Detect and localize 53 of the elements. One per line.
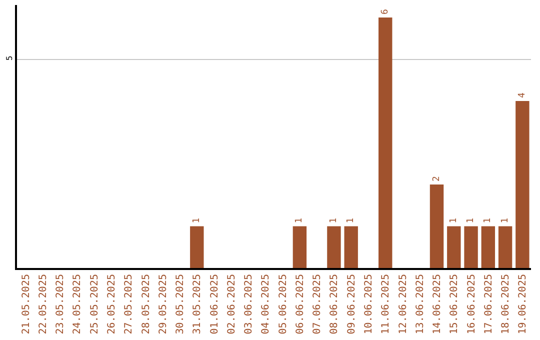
x-tick-label: 29.05.2025 — [158, 274, 169, 334]
x-tick-label: 15.06.2025 — [449, 274, 460, 334]
data-label: 1 — [483, 218, 494, 224]
x-tick-label: 02.06.2025 — [226, 274, 238, 334]
bar — [190, 226, 204, 268]
x-tick-label: 13.06.2025 — [414, 274, 426, 334]
bar — [498, 226, 512, 268]
y-tick-label: 5 — [4, 55, 14, 60]
data-label: 1 — [448, 218, 459, 224]
bar — [430, 184, 444, 268]
x-tick-label: 08.06.2025 — [329, 274, 340, 334]
x-tick-label: 04.06.2025 — [260, 274, 272, 334]
x-tick-label: 06.06.2025 — [294, 274, 306, 334]
x-tick-label: 01.06.2025 — [209, 274, 220, 334]
x-tick-label: 05.06.2025 — [278, 274, 289, 334]
x-tick-label: 23.05.2025 — [55, 274, 66, 334]
data-label: 1 — [500, 218, 510, 224]
x-tick-label: 26.05.2025 — [106, 274, 118, 334]
x-tick-label: 10.06.2025 — [363, 274, 374, 334]
x-tick-label: 25.05.2025 — [89, 274, 100, 334]
data-label: 1 — [192, 218, 202, 224]
bar — [292, 226, 307, 268]
x-tick-label: 31.05.2025 — [192, 274, 204, 334]
x-tick-label: 16.06.2025 — [466, 274, 478, 334]
x-tick-label: 28.05.2025 — [140, 274, 152, 334]
x-tick-label: 17.06.2025 — [483, 274, 494, 334]
x-tick-label: 22.05.2025 — [38, 274, 49, 334]
data-label: 4 — [517, 92, 528, 98]
x-tick-label: 07.06.2025 — [312, 274, 324, 334]
x-tick-label: 21.05.2025 — [20, 274, 32, 334]
bar — [378, 18, 392, 268]
x-tick-label: 03.06.2025 — [244, 274, 255, 334]
data-label: 1 — [328, 218, 339, 224]
x-tick-label: 30.05.2025 — [175, 274, 186, 334]
data-label: 1 — [346, 218, 356, 224]
x-tick-label: 27.05.2025 — [124, 274, 135, 334]
bar — [447, 226, 461, 268]
data-label: 1 — [466, 218, 476, 224]
x-tick-label: 18.06.2025 — [500, 274, 512, 334]
bar — [344, 226, 358, 268]
data-label: 1 — [294, 218, 305, 224]
bar — [464, 226, 478, 268]
x-tick-label: 11.06.2025 — [380, 274, 392, 334]
x-tick-label: 12.06.2025 — [398, 274, 409, 334]
data-label: 2 — [432, 176, 442, 182]
x-tick-label: 14.06.2025 — [432, 274, 444, 334]
bar — [516, 101, 530, 268]
bar — [481, 226, 496, 268]
x-tick-label: 19.06.2025 — [518, 274, 529, 334]
x-tick-label: 09.06.2025 — [346, 274, 358, 334]
x-tick-label: 24.05.2025 — [72, 274, 84, 334]
bar — [327, 226, 341, 268]
data-label: 6 — [380, 9, 390, 15]
